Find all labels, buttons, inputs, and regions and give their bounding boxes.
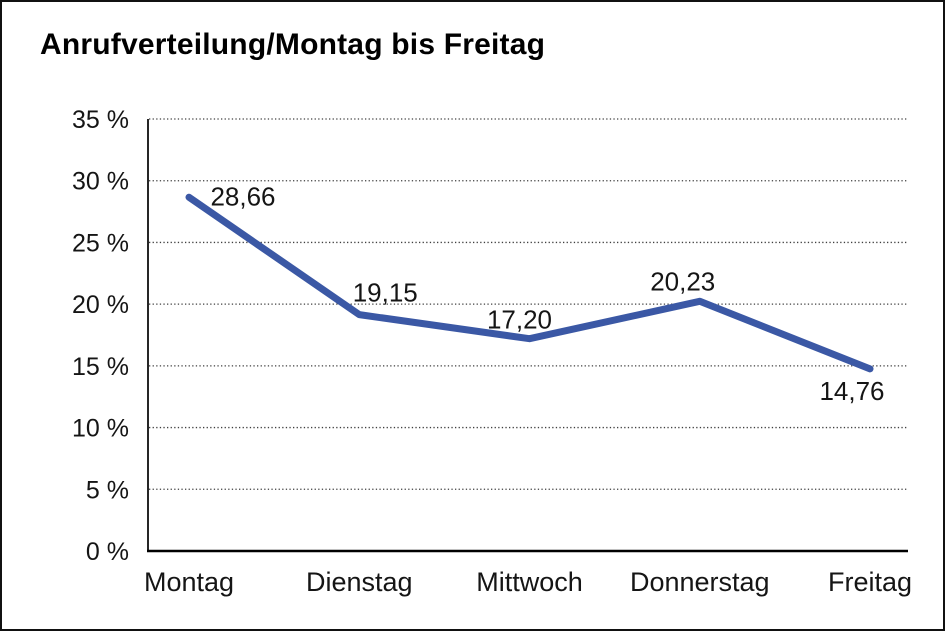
chart-title: Anrufverteilung/Montag bis Freitag — [40, 28, 546, 61]
data-label: 20,23 — [650, 266, 715, 296]
data-label: 19,15 — [353, 278, 418, 308]
y-tick-label: 30 % — [72, 168, 129, 196]
data-label: 17,20 — [487, 305, 552, 335]
x-category-label: Freitag — [828, 567, 912, 597]
x-category-label: Dienstag — [306, 567, 413, 597]
y-tick-label: 35 % — [72, 106, 129, 134]
y-tick-label: 15 % — [72, 353, 129, 381]
y-tick-label: 25 % — [72, 229, 129, 257]
x-category-label: Donnerstag — [630, 567, 770, 597]
x-category-label: Mittwoch — [476, 567, 583, 597]
data-label: 28,66 — [210, 181, 275, 211]
series-line — [185, 193, 874, 373]
x-category-label: Montag — [144, 567, 234, 597]
y-tick-label: 5 % — [86, 476, 129, 504]
data-label: 14,76 — [819, 376, 884, 406]
y-tick-label: 0 % — [86, 538, 129, 566]
y-tick-label: 10 % — [72, 415, 129, 443]
y-tick-label: 20 % — [72, 291, 129, 319]
